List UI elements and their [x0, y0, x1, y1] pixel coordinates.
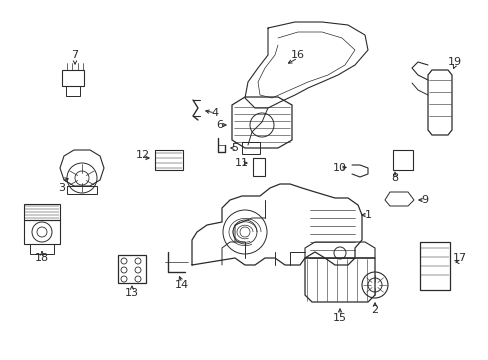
- Text: 4: 4: [211, 108, 218, 118]
- Text: 6: 6: [216, 120, 223, 130]
- Text: 3: 3: [59, 183, 65, 193]
- Bar: [62, 70, 84, 86]
- Text: 17: 17: [452, 253, 466, 263]
- Bar: [24, 204, 60, 220]
- Text: 1: 1: [364, 210, 371, 220]
- Bar: [155, 150, 183, 170]
- Bar: [242, 142, 260, 154]
- Bar: [392, 150, 412, 170]
- Text: 11: 11: [235, 158, 248, 168]
- Text: 9: 9: [421, 195, 427, 205]
- Bar: [67, 186, 97, 194]
- Text: 8: 8: [390, 173, 398, 183]
- Text: 18: 18: [35, 253, 49, 263]
- Text: 15: 15: [332, 313, 346, 323]
- Text: 7: 7: [71, 50, 79, 60]
- Text: 12: 12: [136, 150, 150, 160]
- Bar: [419, 242, 449, 290]
- Text: 10: 10: [332, 163, 346, 173]
- Text: 14: 14: [175, 280, 189, 290]
- Text: 5: 5: [231, 143, 238, 153]
- Text: 19: 19: [447, 57, 461, 67]
- Bar: [24, 220, 60, 244]
- Text: 16: 16: [290, 50, 305, 60]
- Bar: [252, 158, 264, 176]
- Text: 2: 2: [371, 305, 378, 315]
- Bar: [118, 255, 146, 283]
- Bar: [66, 86, 80, 96]
- Text: 13: 13: [125, 288, 139, 298]
- Bar: [30, 244, 54, 254]
